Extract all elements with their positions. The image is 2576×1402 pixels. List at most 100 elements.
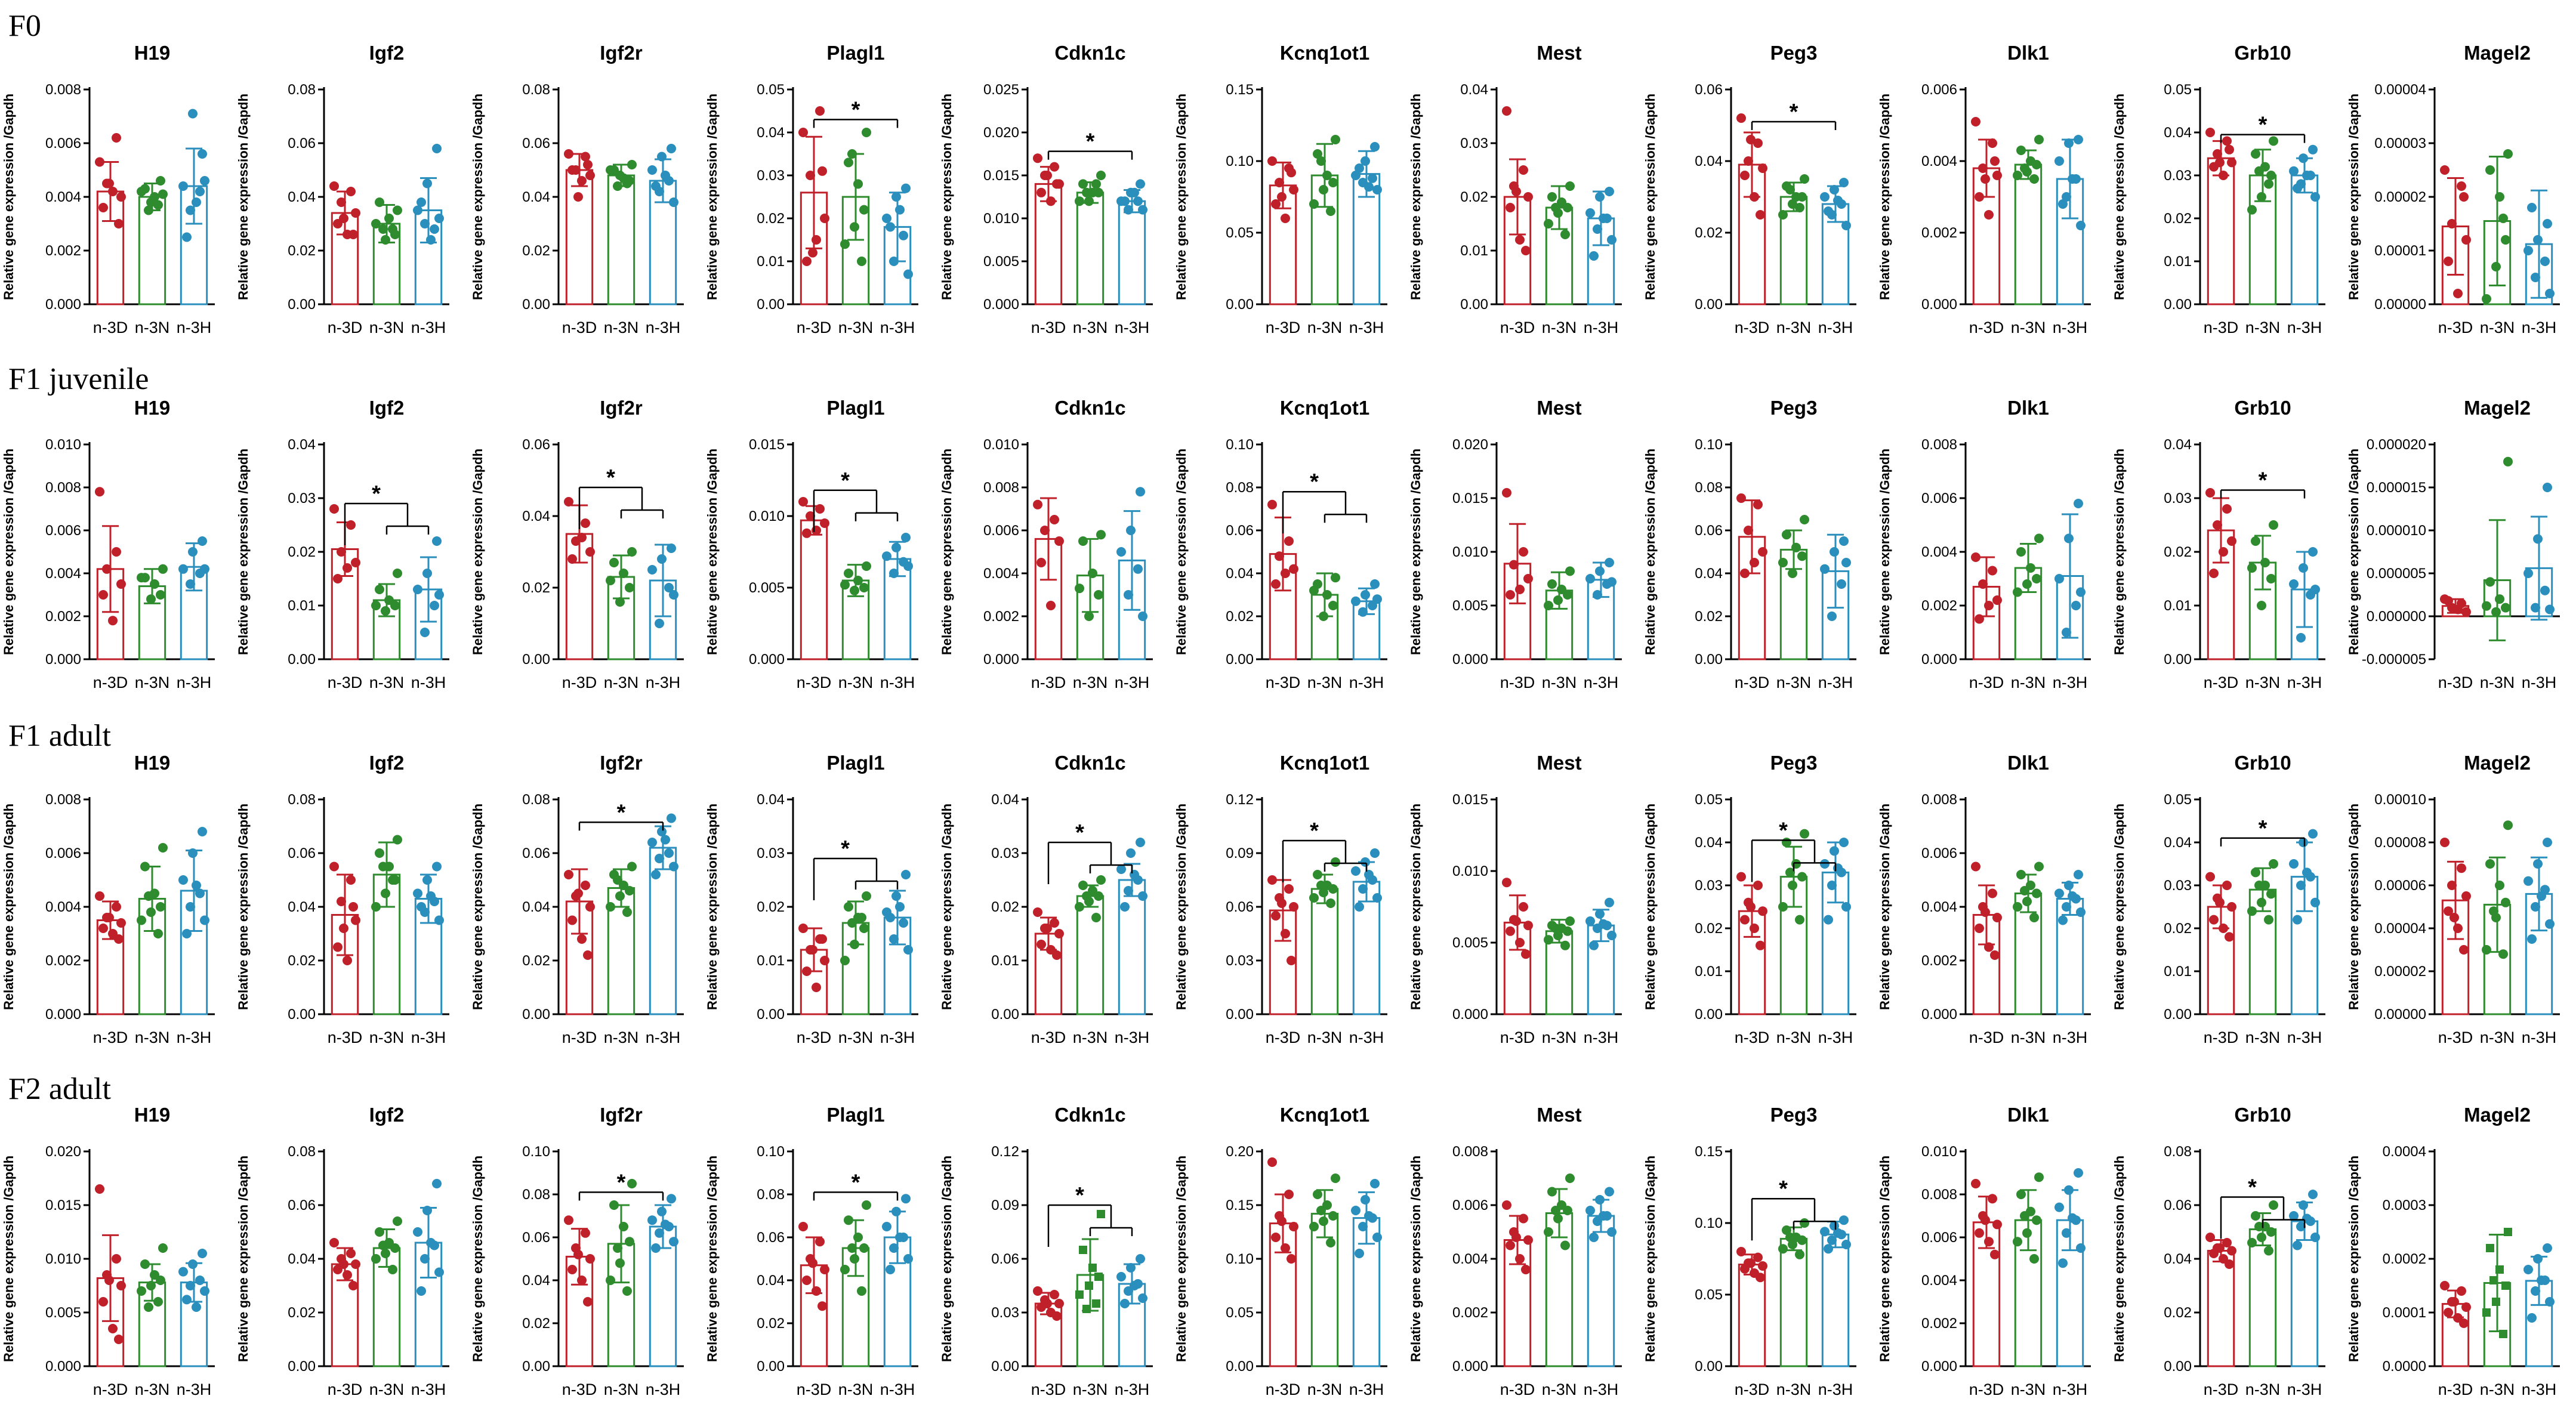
y-tick-label: 0.015 <box>45 1197 81 1213</box>
y-tick-label: 0.00 <box>1226 1358 1254 1375</box>
bar-n-3N <box>2014 163 2043 305</box>
x-category-label: n-3N <box>1542 319 1577 336</box>
data-point <box>577 1276 587 1285</box>
data-point <box>1050 162 1059 172</box>
data-point <box>2440 1281 2449 1290</box>
data-point <box>200 564 209 574</box>
data-point <box>1971 552 1980 562</box>
data-point <box>351 915 360 925</box>
data-point <box>609 1200 619 1210</box>
data-point <box>2523 569 2533 578</box>
data-point <box>1988 566 1997 576</box>
x-category-label: n-3H <box>2053 1381 2088 1398</box>
data-point <box>2499 1330 2507 1338</box>
data-point <box>1521 1265 1531 1274</box>
data-point <box>619 569 628 578</box>
data-point <box>2302 171 2312 180</box>
data-point <box>2447 881 2457 890</box>
data-point <box>426 235 436 245</box>
x-category-label: n-3H <box>1584 1029 1619 1046</box>
data-point <box>2489 1276 2498 1284</box>
data-point <box>2495 594 2504 604</box>
data-point <box>622 907 632 917</box>
data-point <box>1133 564 1143 574</box>
data-point <box>1502 1200 1511 1210</box>
data-point <box>1136 179 1145 189</box>
data-point <box>2495 1265 2504 1274</box>
data-point <box>651 870 661 879</box>
data-point <box>1054 1299 1064 1308</box>
data-point <box>1746 902 1756 912</box>
data-point <box>1547 579 1557 589</box>
x-category-label: n-3N <box>135 1029 170 1046</box>
y-tick-label: 0.010 <box>749 508 785 524</box>
bar-n-3N <box>1310 888 1339 1015</box>
data-point <box>899 918 908 928</box>
y-tick-label: 0.000 <box>1452 1006 1488 1023</box>
data-point <box>381 606 390 616</box>
data-point <box>1130 187 1139 197</box>
panel-title: Kcnq1ot1 <box>1280 752 1369 774</box>
y-tick-label: 0.01 <box>1695 964 1723 980</box>
data-point <box>1585 916 1595 926</box>
data-point <box>891 542 901 552</box>
data-point <box>1758 1261 1767 1271</box>
data-point <box>1313 870 1322 879</box>
data-point <box>1281 929 1290 938</box>
data-point <box>2440 165 2449 175</box>
data-point <box>901 533 911 542</box>
data-point <box>2013 1237 2022 1247</box>
y-tick-label: 0.002 <box>1452 1305 1488 1321</box>
x-category-label: n-3N <box>2480 674 2515 691</box>
panel-dlk1-1: Dlk1 Relative gene expression /Gapdh 0.000… <box>1877 397 2091 691</box>
data-point <box>889 1243 899 1253</box>
data-point <box>2222 1238 2232 1247</box>
x-category-label: n-3N <box>369 319 405 336</box>
bar-n-3N <box>1076 895 1105 1015</box>
data-point <box>2227 902 2236 912</box>
data-point <box>1824 1244 1833 1254</box>
data-point <box>1595 566 1605 576</box>
data-point <box>1284 884 1294 894</box>
data-point <box>812 983 821 992</box>
y-tick-label: 0.005 <box>983 254 1019 270</box>
data-point <box>2062 902 2071 912</box>
data-point <box>1042 171 1052 180</box>
y-axis-label: Relative gene expression /Gapdh <box>2346 1156 2361 1362</box>
data-point <box>669 197 678 207</box>
data-point <box>2457 181 2466 191</box>
data-point <box>2020 1211 2029 1221</box>
panel-title: Magel2 <box>2464 42 2531 64</box>
data-point <box>333 574 343 583</box>
data-point <box>1523 1235 1533 1245</box>
data-point <box>647 165 657 175</box>
data-point <box>375 848 384 858</box>
data-point <box>853 179 863 189</box>
panel-title: H19 <box>134 397 171 419</box>
data-point <box>1281 1243 1290 1253</box>
data-point <box>2022 1228 2032 1238</box>
data-point <box>2308 1190 2318 1199</box>
data-point <box>1124 590 1133 600</box>
data-point <box>1050 918 1059 928</box>
data-point <box>1758 163 1767 173</box>
data-point <box>903 561 913 571</box>
data-point <box>889 257 899 266</box>
data-point <box>1126 848 1136 858</box>
data-point <box>393 205 402 215</box>
data-point <box>1833 1228 1843 1238</box>
data-point <box>2503 456 2513 467</box>
data-point <box>1271 1233 1281 1242</box>
data-point <box>2293 183 2302 193</box>
data-point <box>1800 174 1809 184</box>
data-point <box>581 881 590 890</box>
data-point <box>1820 564 1830 574</box>
y-tick-label: 0.08 <box>2164 1144 2192 1160</box>
y-tick-label: 0.03 <box>991 1305 1019 1321</box>
y-tick-label: 0.00008 <box>2374 835 2426 851</box>
data-point <box>1309 1222 1319 1231</box>
data-point <box>1753 138 1763 148</box>
data-point <box>2205 1233 2215 1242</box>
data-point <box>1313 1190 1322 1199</box>
panel-title: Mest <box>1537 42 1581 64</box>
